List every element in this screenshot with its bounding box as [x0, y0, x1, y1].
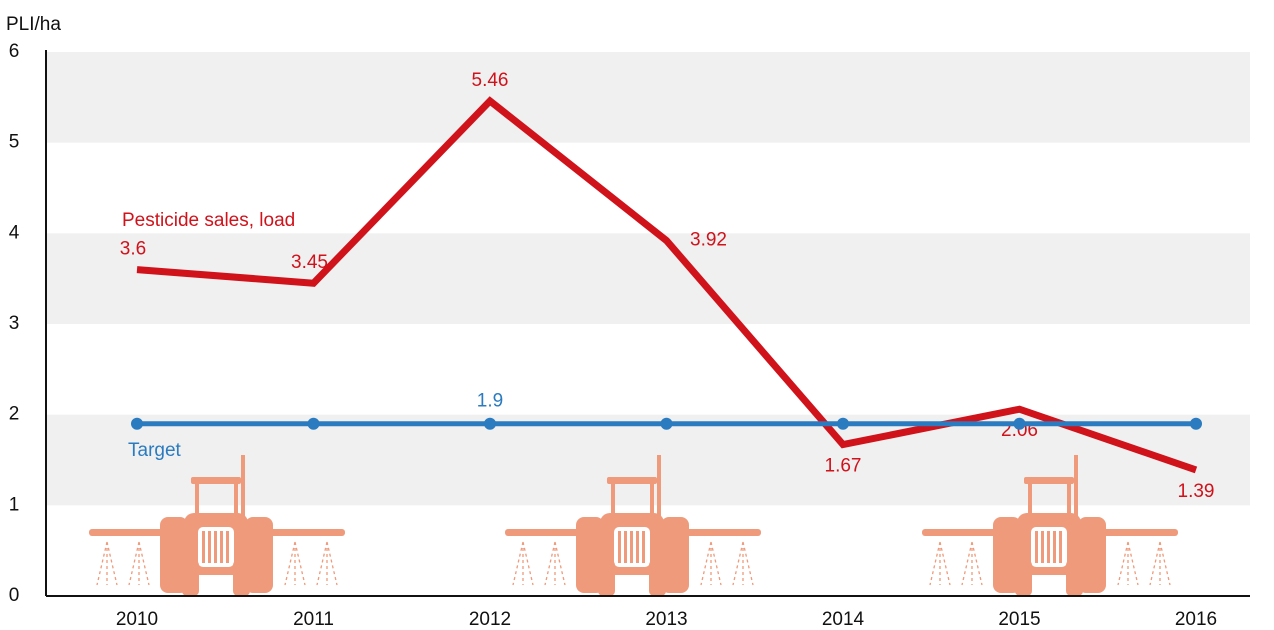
point-marker — [837, 417, 849, 430]
point-marker — [307, 417, 320, 430]
x-tick-label: 2016 — [1175, 609, 1217, 630]
data-label: 3.45 — [291, 252, 328, 273]
point-marker — [660, 417, 673, 430]
y-tick-label: 5 — [9, 132, 20, 153]
data-label: 5.46 — [472, 70, 509, 91]
data-label: 3.6 — [120, 239, 146, 260]
series-line — [136, 96, 1198, 474]
y-tick-label: 0 — [9, 585, 20, 606]
x-tick-label: 2013 — [645, 609, 687, 630]
series-name: Pesticide sales, load — [122, 210, 295, 231]
y-tick-label: 4 — [9, 222, 20, 243]
point-marker — [131, 417, 143, 430]
series-name: Target — [128, 440, 182, 461]
data-label: 1.39 — [1178, 481, 1215, 502]
point-marker — [484, 417, 496, 430]
grid-band — [46, 414, 1250, 506]
y-axis-label: PLI/ha — [6, 14, 61, 35]
data-label: 3.92 — [690, 230, 727, 251]
point-marker — [1190, 417, 1202, 430]
y-tick-label: 1 — [9, 494, 20, 515]
x-tick-label: 2015 — [998, 609, 1040, 630]
x-tick-label: 2014 — [822, 609, 865, 630]
x-tick-label: 2010 — [116, 609, 158, 630]
y-tick-label: 3 — [9, 313, 20, 334]
point-marker — [1013, 417, 1026, 430]
data-label: 1.67 — [825, 456, 862, 477]
x-tick-label: 2011 — [293, 609, 334, 630]
x-tick-label: 2012 — [469, 609, 511, 630]
grid-bands — [46, 52, 1250, 506]
grid-band — [46, 52, 1250, 143]
y-tick-label: 6 — [9, 41, 20, 62]
data-label: 1.9 — [477, 391, 503, 412]
y-tick-label: 2 — [9, 404, 20, 425]
